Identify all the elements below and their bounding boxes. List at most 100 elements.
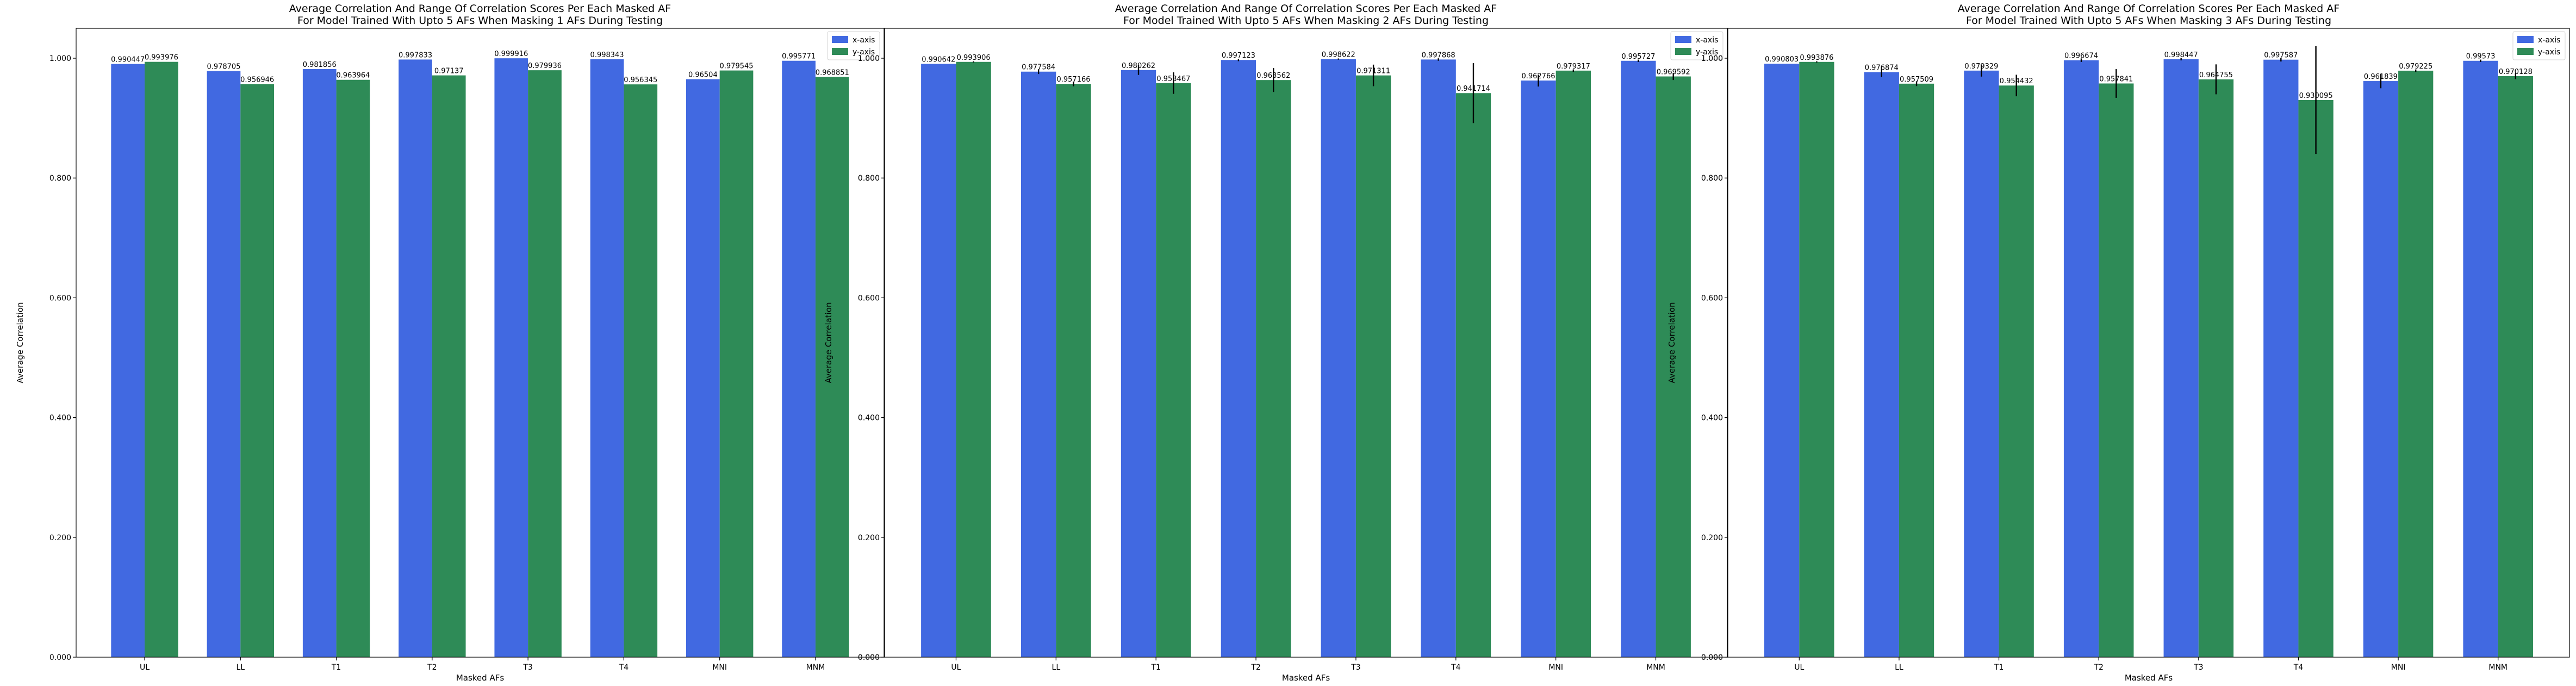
chart-subtitle: For Model Trained With Upto 5 AFs When M…	[297, 15, 663, 27]
bar-x-axis-T3	[494, 58, 528, 657]
data-label-x-axis-T4: 0.998343	[590, 51, 624, 59]
legend-label-x-axis: x-axis	[853, 36, 875, 45]
bar-x-axis-T1	[1964, 70, 1999, 657]
bar-y-axis-MNM	[1656, 76, 1691, 657]
data-label-y-axis-T4: 0.956345	[624, 76, 657, 84]
axes-frame	[1727, 28, 2570, 658]
x-tick-label: MNI	[2391, 663, 2406, 672]
legend-swatch-y-axis	[1675, 48, 1691, 55]
x-tick-label: LL	[237, 663, 245, 672]
legend: x-axis y-axis	[1670, 31, 1723, 60]
legend-label-y-axis: y-axis	[853, 48, 875, 57]
data-label-y-axis-MNI: 0.979317	[1557, 63, 1590, 71]
y-tick-label: 0.200	[858, 534, 880, 542]
bar-y-axis-T4	[624, 84, 658, 657]
x-tick-label: T2	[2093, 663, 2103, 672]
x-tick-label: T1	[1994, 663, 2003, 672]
bar-y-axis-T2	[1256, 80, 1291, 658]
data-label-x-axis-UL: 0.990642	[922, 55, 955, 64]
bar-y-axis-T4	[1455, 93, 1491, 657]
data-label-y-axis-T4: 0.930095	[2299, 92, 2333, 100]
legend-swatch-y-axis	[2517, 48, 2534, 55]
bar-x-axis-MNI	[686, 79, 720, 658]
bar-x-axis-T4	[1421, 59, 1456, 657]
bar-y-axis-UL	[956, 61, 991, 657]
data-label-y-axis-LL: 0.957509	[1900, 76, 1933, 84]
bar-y-axis-UL	[1799, 61, 1834, 658]
legend: x-axis y-axis	[827, 31, 880, 60]
x-tick-label: T1	[1150, 663, 1160, 672]
data-label-y-axis-UL: 0.993976	[145, 54, 178, 62]
bar-x-axis-T1	[1121, 70, 1156, 658]
bar-x-axis-UL	[921, 64, 956, 657]
y-tick-label: 0.800	[858, 174, 880, 183]
x-tick-label: MNM	[2488, 663, 2507, 672]
x-tick-label: T2	[427, 663, 437, 672]
y-tick-label: 0.600	[1701, 294, 1723, 302]
bar-x-axis-T3	[2163, 59, 2199, 657]
x-tick-label: T4	[2293, 663, 2304, 672]
data-label-x-axis-LL: 0.976874	[1865, 64, 1899, 72]
chart-panel-1: Average Correlation And Range Of Correla…	[15, 3, 885, 683]
y-tick-label: 0.200	[1701, 534, 1723, 542]
data-label-y-axis-MNM: 0.968851	[816, 69, 849, 77]
data-label-y-axis-MNM: 0.970128	[2499, 68, 2533, 76]
bar-y-axis-UL	[145, 61, 178, 657]
x-tick-label: LL	[1052, 663, 1061, 672]
data-label-y-axis-T1: 0.963964	[336, 72, 370, 80]
data-label-x-axis-T1: 0.981856	[303, 61, 337, 69]
chart-subtitle: For Model Trained With Upto 5 AFs When M…	[1123, 15, 1489, 27]
y-tick-label: 0.400	[49, 414, 71, 423]
x-tick-label: UL	[140, 663, 150, 672]
bar-y-axis-T3	[528, 70, 562, 658]
y-tick-label: 0.600	[49, 294, 71, 302]
legend: x-axis y-axis	[2512, 31, 2566, 60]
bar-y-axis-T3	[2198, 79, 2234, 657]
bar-y-axis-T3	[1355, 75, 1391, 658]
data-label-y-axis-UL: 0.993906	[957, 54, 991, 62]
legend-label-y-axis: y-axis	[1696, 48, 1718, 57]
x-tick-label: T3	[522, 663, 532, 672]
bar-y-axis-T2	[432, 75, 466, 658]
data-label-x-axis-T3: 0.998622	[1322, 51, 1355, 59]
data-label-x-axis-MNM: 0.995727	[1621, 53, 1655, 61]
legend-swatch-x-axis	[832, 36, 848, 43]
bar-y-axis-T1	[1999, 85, 2034, 657]
bar-x-axis-MNI	[1521, 81, 1556, 657]
data-label-x-axis-T3: 0.998447	[2164, 51, 2198, 59]
bar-x-axis-T2	[399, 59, 432, 658]
data-label-x-axis-MNI: 0.96504	[688, 71, 718, 79]
data-label-y-axis-T2: 0.97137	[434, 67, 464, 76]
bar-x-axis-UL	[111, 64, 145, 657]
data-label-x-axis-UL: 0.990447	[111, 56, 145, 64]
bar-x-axis-T4	[2263, 59, 2299, 657]
data-label-y-axis-LL: 0.956946	[240, 76, 274, 84]
bar-x-axis-LL	[1864, 72, 1899, 657]
x-tick-label: T3	[2193, 663, 2203, 672]
bar-x-axis-MNM	[1621, 60, 1656, 658]
y-tick-label: 0.000	[49, 653, 71, 662]
x-axis-label: Masked AFs	[1282, 673, 1330, 683]
y-tick-label: 0.400	[858, 414, 880, 423]
data-label-y-axis-MNI: 0.979225	[2399, 63, 2432, 71]
data-label-x-axis-MNM: 0.995771	[782, 53, 816, 61]
data-label-y-axis-T1: 0.958467	[1156, 75, 1190, 83]
bar-y-axis-T1	[336, 79, 370, 657]
data-label-x-axis-T4: 0.997587	[2264, 52, 2298, 60]
bar-y-axis-MNM	[815, 77, 849, 657]
y-tick-label: 0.600	[858, 294, 880, 302]
y-tick-label: 0.800	[1701, 174, 1723, 183]
data-label-y-axis-T4: 0.941714	[1457, 85, 1490, 93]
y-tick-label: 0.200	[49, 534, 71, 542]
data-label-y-axis-LL: 0.957166	[1056, 76, 1090, 84]
x-tick-label: T4	[1451, 663, 1461, 672]
data-label-x-axis-T1: 0.979329	[1964, 63, 1998, 71]
bar-x-axis-MNM	[2463, 60, 2498, 658]
data-label-y-axis-T3: 0.971311	[1357, 67, 1390, 76]
y-tick-label: 0.800	[49, 174, 71, 183]
chart-title: Average Correlation And Range Of Correla…	[1958, 3, 2339, 15]
y-tick-label: 1.000	[1701, 54, 1723, 63]
x-tick-label: UL	[1794, 663, 1804, 672]
legend-label-x-axis: x-axis	[2538, 36, 2560, 45]
axes-frame	[884, 28, 1728, 658]
